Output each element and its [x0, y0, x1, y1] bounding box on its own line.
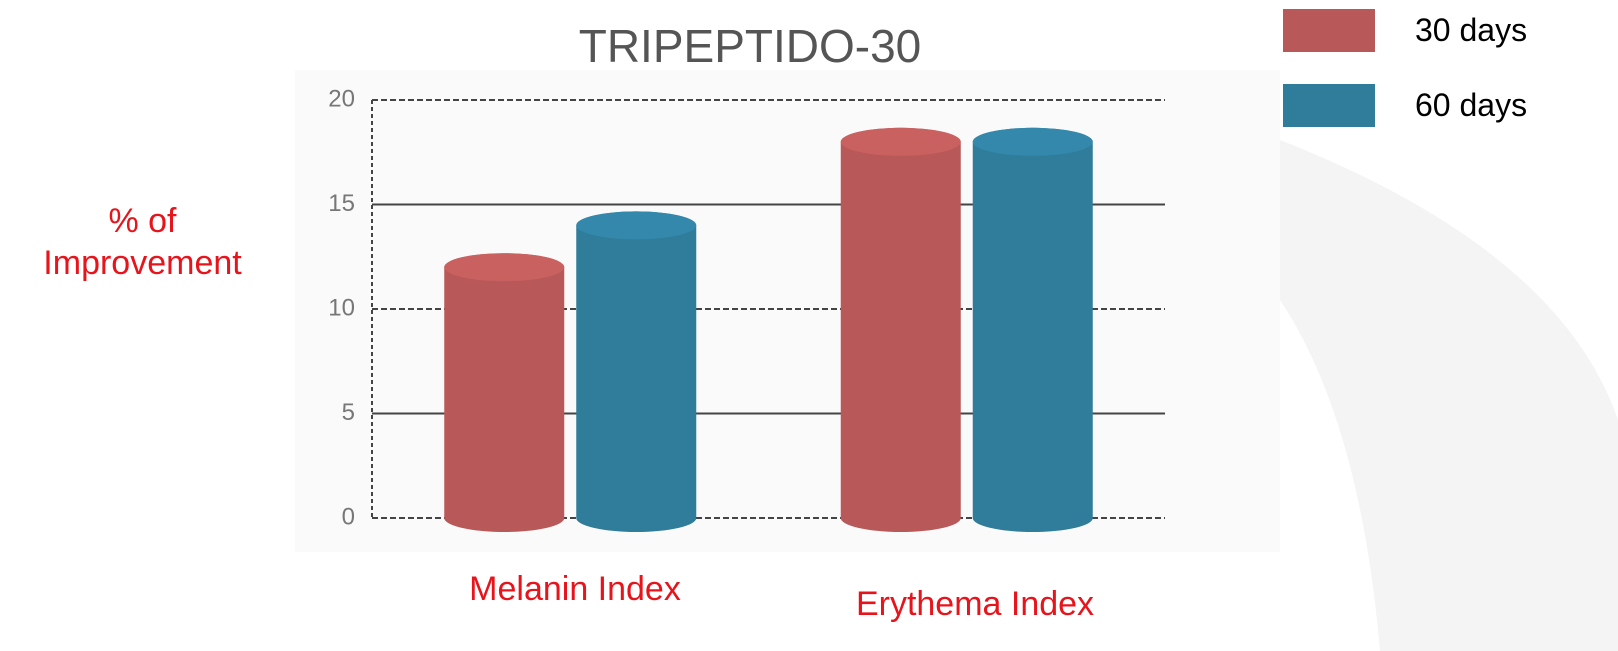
bar — [576, 211, 697, 532]
legend-label: 30 days — [1415, 12, 1528, 48]
bar — [444, 253, 565, 533]
legend-item: 30 days — [1283, 9, 1527, 52]
y-axis-label: % of Improvement — [43, 202, 242, 282]
y-tick-label: 15 — [328, 190, 355, 217]
plot-background — [295, 70, 1280, 552]
bar — [972, 127, 1093, 532]
bar-top — [840, 127, 961, 156]
legend-item: 60 days — [1283, 84, 1527, 127]
bar-top — [444, 253, 565, 282]
y-tick-label: 20 — [328, 85, 355, 112]
chart-title: TRIPEPTIDO-30 — [579, 20, 922, 72]
y-tick-label: 0 — [342, 503, 355, 530]
bar-top — [972, 127, 1093, 156]
x-tick-label: Erythema Index — [855, 585, 1095, 623]
x-tick-label: Melanin Index — [469, 570, 681, 608]
legend-label: 60 days — [1415, 87, 1528, 123]
bar-top — [576, 211, 697, 240]
legend-swatch — [1283, 84, 1375, 127]
legend-swatch — [1283, 9, 1375, 52]
bar — [840, 127, 961, 532]
y-tick-label: 10 — [328, 294, 355, 321]
y-tick-label: 5 — [342, 399, 355, 426]
background-shape — [1280, 140, 1618, 651]
